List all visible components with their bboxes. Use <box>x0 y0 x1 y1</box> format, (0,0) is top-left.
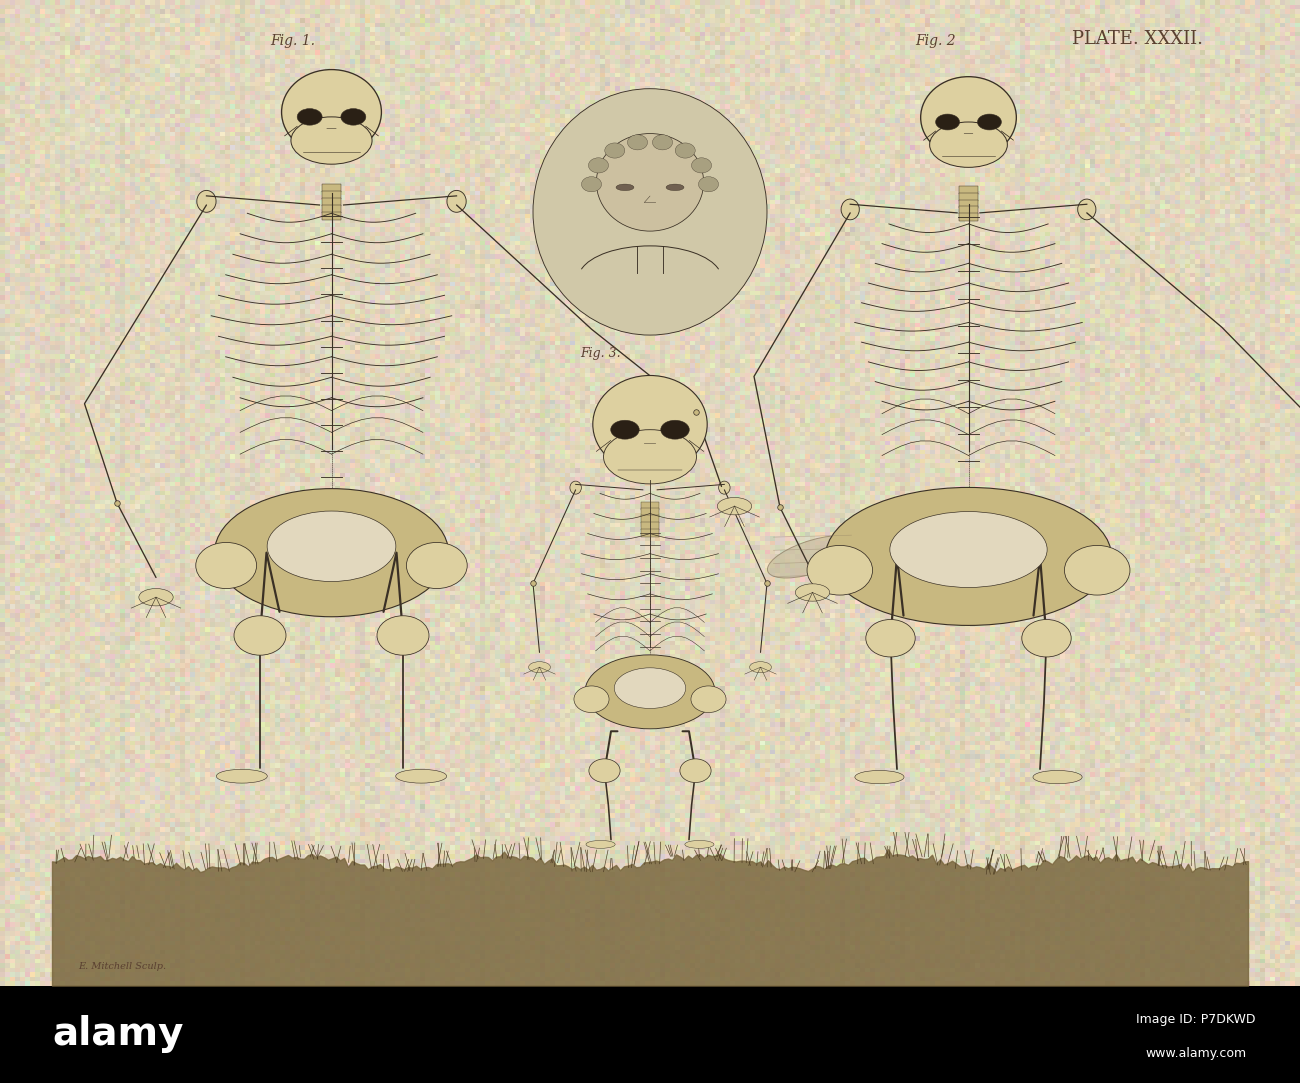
Ellipse shape <box>767 536 858 578</box>
Ellipse shape <box>597 133 703 231</box>
Ellipse shape <box>593 376 707 473</box>
Bar <box>641 529 659 536</box>
Bar <box>641 522 659 530</box>
Text: PLATE. XXXII.: PLATE. XXXII. <box>1072 29 1202 48</box>
Circle shape <box>698 177 719 192</box>
Ellipse shape <box>1034 770 1082 784</box>
Ellipse shape <box>718 497 751 514</box>
Circle shape <box>653 134 672 149</box>
Ellipse shape <box>268 511 395 582</box>
Bar <box>322 205 341 213</box>
Circle shape <box>1065 546 1130 595</box>
Bar <box>641 516 659 523</box>
Ellipse shape <box>569 481 581 494</box>
Ellipse shape <box>719 481 731 494</box>
Ellipse shape <box>685 840 714 848</box>
Ellipse shape <box>855 770 904 784</box>
Ellipse shape <box>614 668 686 708</box>
Ellipse shape <box>841 199 859 220</box>
Circle shape <box>692 158 711 173</box>
Ellipse shape <box>282 69 381 155</box>
Circle shape <box>1022 619 1071 657</box>
Circle shape <box>675 143 696 158</box>
Bar <box>322 184 341 192</box>
Circle shape <box>604 143 625 158</box>
Bar <box>959 207 978 214</box>
Ellipse shape <box>660 420 689 440</box>
Ellipse shape <box>291 117 372 165</box>
Bar <box>322 191 341 199</box>
Ellipse shape <box>616 184 634 191</box>
Ellipse shape <box>529 662 550 673</box>
Circle shape <box>692 686 725 713</box>
Ellipse shape <box>585 655 715 729</box>
Text: Fig. 1.: Fig. 1. <box>270 35 315 49</box>
Ellipse shape <box>889 511 1048 587</box>
Bar <box>959 186 978 194</box>
Ellipse shape <box>196 191 216 212</box>
Circle shape <box>407 543 467 588</box>
Ellipse shape <box>216 769 268 783</box>
Text: Fig. 2: Fig. 2 <box>915 35 957 49</box>
Circle shape <box>680 759 711 783</box>
Circle shape <box>589 759 620 783</box>
Ellipse shape <box>214 488 448 616</box>
Ellipse shape <box>1078 199 1096 220</box>
Bar <box>959 193 978 200</box>
Ellipse shape <box>826 487 1112 625</box>
Circle shape <box>589 158 608 173</box>
Ellipse shape <box>603 430 697 484</box>
Bar <box>322 212 341 220</box>
Ellipse shape <box>395 769 447 783</box>
Circle shape <box>628 134 647 149</box>
Text: Image ID: P7DKWD: Image ID: P7DKWD <box>1136 1013 1256 1027</box>
Ellipse shape <box>920 77 1017 158</box>
Bar <box>641 501 659 509</box>
Circle shape <box>196 543 256 588</box>
Bar <box>322 198 341 206</box>
Circle shape <box>234 616 286 655</box>
Circle shape <box>575 686 608 713</box>
Ellipse shape <box>447 191 467 212</box>
Circle shape <box>807 546 872 595</box>
Circle shape <box>866 619 915 657</box>
Bar <box>959 199 978 208</box>
Text: alamy: alamy <box>52 1015 183 1054</box>
Text: Fig. 3.: Fig. 3. <box>580 347 621 360</box>
Ellipse shape <box>796 584 829 601</box>
Ellipse shape <box>298 108 322 126</box>
Ellipse shape <box>978 114 1001 130</box>
Text: www.alamy.com: www.alamy.com <box>1145 1047 1247 1060</box>
Circle shape <box>377 616 429 655</box>
Ellipse shape <box>586 840 615 848</box>
Bar <box>959 213 978 221</box>
Ellipse shape <box>750 662 771 673</box>
Circle shape <box>581 177 602 192</box>
Ellipse shape <box>139 588 173 605</box>
Ellipse shape <box>533 89 767 335</box>
Text: E. Mitchell Sculp.: E. Mitchell Sculp. <box>78 962 166 970</box>
Ellipse shape <box>936 114 959 130</box>
Ellipse shape <box>341 108 365 126</box>
Bar <box>641 508 659 517</box>
Ellipse shape <box>666 184 684 191</box>
Ellipse shape <box>930 122 1008 168</box>
Ellipse shape <box>611 420 640 440</box>
